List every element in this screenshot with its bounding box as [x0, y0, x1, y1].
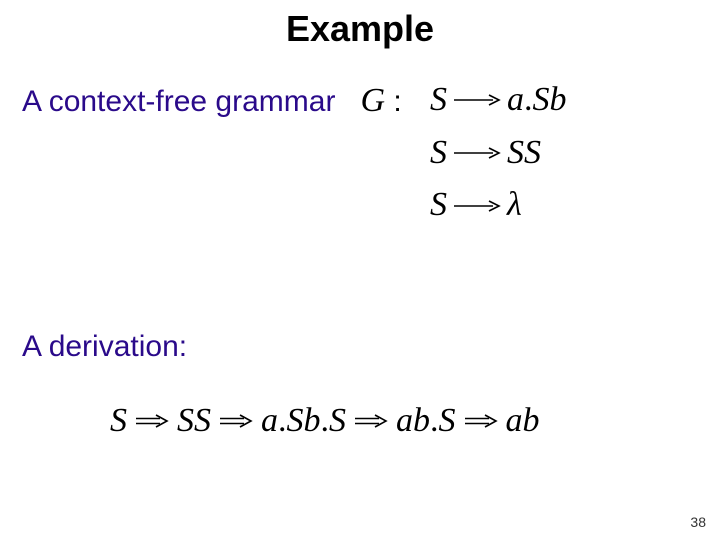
slide-title: Example — [0, 0, 720, 50]
grammar-rules: S a.Sb S SS S λ — [430, 74, 567, 232]
grammar-rule: S λ — [430, 179, 567, 232]
grammar-rule: S a.Sb — [430, 74, 567, 127]
grammar-symbol: G — [360, 82, 385, 119]
derivation-label: A derivation: — [22, 330, 187, 363]
grammar-label: A context-free grammar — [22, 85, 335, 118]
slide: Example A context-free grammar G : S a.S… — [0, 0, 720, 540]
grammar-line: A context-free grammar G : — [22, 82, 402, 120]
derivation-line: A derivation: — [22, 330, 187, 364]
colon: : — [393, 85, 401, 118]
grammar-rule: S SS — [430, 127, 567, 180]
page-number: 38 — [690, 514, 706, 530]
derivation-steps: S SS a.Sb.S ab.S ab — [110, 402, 540, 440]
